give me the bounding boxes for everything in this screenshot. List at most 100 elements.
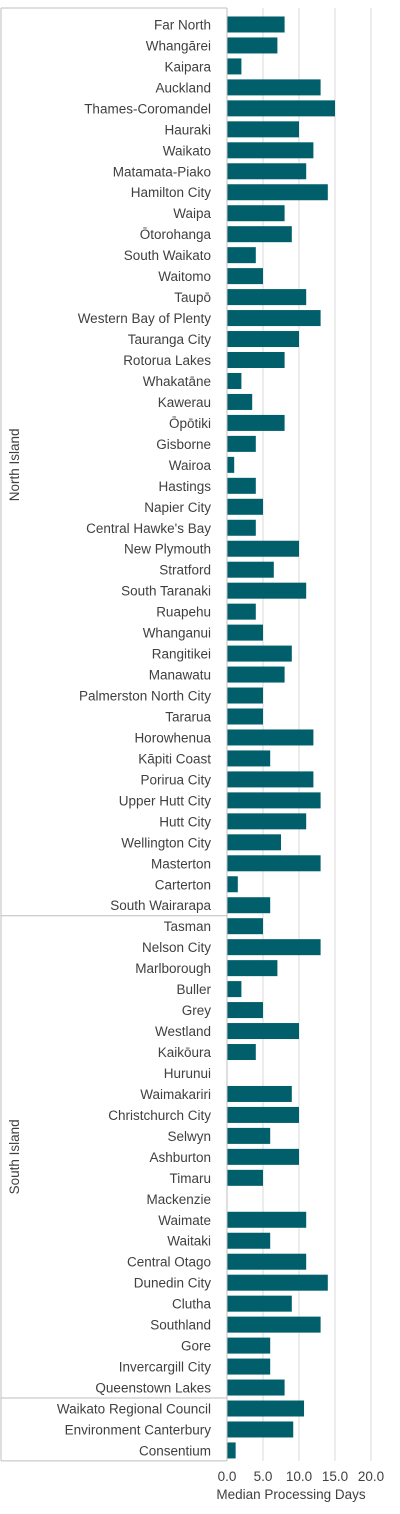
bar — [227, 687, 263, 704]
bar — [227, 1358, 271, 1375]
category-label: Whanganui — [143, 626, 211, 641]
bar — [227, 645, 292, 662]
category-label: Upper Hutt City — [119, 793, 212, 808]
bar — [227, 1127, 271, 1144]
category-label: Kāpiti Coast — [138, 751, 211, 766]
category-label: Mackenzie — [146, 1192, 211, 1207]
bar — [227, 897, 271, 914]
bar — [227, 834, 281, 851]
group-dividers — [0, 7, 227, 1462]
category-label: Waipa — [173, 206, 211, 221]
bar — [227, 918, 263, 935]
bar — [227, 1023, 299, 1040]
category-label: Hastings — [158, 479, 211, 494]
bar — [227, 876, 238, 893]
bar — [227, 58, 242, 75]
category-label: Hamilton City — [131, 185, 212, 200]
bar — [227, 1085, 292, 1102]
bar — [227, 666, 285, 683]
category-label: Environment Canterbury — [65, 1422, 212, 1437]
bar — [227, 247, 256, 264]
category-label: Kawerau — [158, 395, 211, 410]
category-label: Christchurch City — [108, 1108, 211, 1123]
category-label: Dunedin City — [134, 1276, 212, 1291]
category-label: Porirua City — [140, 772, 211, 787]
category-label: Waimakariri — [140, 1087, 211, 1102]
bar — [227, 226, 292, 243]
group-label: North Island — [7, 428, 22, 501]
bar — [227, 1421, 294, 1438]
bar — [227, 184, 328, 201]
bar — [227, 1232, 271, 1249]
category-label: Westland — [155, 1024, 211, 1039]
bar — [227, 939, 321, 956]
bar — [227, 121, 299, 138]
category-label: Ōpōtiki — [169, 416, 211, 431]
category-label: South Wairarapa — [110, 898, 211, 913]
bar — [227, 331, 299, 348]
category-label: Hutt City — [159, 814, 211, 829]
category-label: Horowhenua — [134, 730, 211, 745]
category-label: Carterton — [155, 877, 211, 892]
bar — [227, 561, 274, 578]
category-label: Western Bay of Plenty — [78, 311, 212, 326]
bar — [227, 268, 263, 285]
category-label: Wairoa — [169, 458, 212, 473]
bar — [227, 37, 278, 54]
bar — [227, 582, 307, 599]
category-label: Grey — [182, 1003, 212, 1018]
bar — [227, 1106, 299, 1123]
bar — [227, 1169, 263, 1186]
category-label: Consentium — [139, 1443, 211, 1458]
category-label: Waitomo — [158, 269, 211, 284]
bar — [227, 1211, 307, 1228]
category-label: Waitaki — [167, 1234, 211, 1249]
bar — [227, 1148, 299, 1165]
bar — [227, 435, 256, 452]
category-label: Ruapehu — [156, 605, 211, 620]
bar — [227, 750, 271, 767]
category-label: Taupō — [174, 290, 211, 305]
x-tick-label: 20.0 — [358, 1469, 384, 1484]
bar — [227, 519, 256, 536]
category-label: Whangārei — [146, 38, 211, 53]
bar — [227, 813, 307, 830]
bars — [227, 16, 335, 1459]
category-label: South Taranaki — [121, 584, 211, 599]
category-label: Waikato Regional Council — [57, 1402, 211, 1417]
x-tick-label: 15.0 — [322, 1469, 348, 1484]
bar — [227, 163, 307, 180]
bar — [227, 1274, 328, 1291]
bar — [227, 79, 321, 96]
category-label: New Plymouth — [124, 542, 211, 557]
bar — [227, 16, 285, 33]
category-label: Matamata-Piako — [113, 164, 211, 179]
category-label: Masterton — [151, 856, 211, 871]
category-label: Queenstown Lakes — [95, 1381, 211, 1396]
bar — [227, 540, 299, 557]
category-label: Hauraki — [164, 122, 211, 137]
category-label: Hurunui — [164, 1066, 211, 1081]
bar — [227, 729, 314, 746]
category-label: Palmerston North City — [79, 689, 211, 704]
bar — [227, 498, 263, 515]
bar — [227, 205, 285, 222]
bar — [227, 624, 263, 641]
category-label: Gore — [181, 1339, 211, 1354]
bar — [227, 792, 321, 809]
bar — [227, 1295, 292, 1312]
category-label: Ashburton — [149, 1150, 211, 1165]
category-label: Rotorua Lakes — [123, 353, 211, 368]
bar — [227, 1379, 285, 1396]
category-label: Kaikōura — [158, 1045, 212, 1060]
category-label: Stratford — [159, 563, 211, 578]
bar — [227, 352, 285, 369]
bar — [227, 771, 314, 788]
category-labels: Far North Whangārei Kaipara Auckland Thames-… — [57, 17, 212, 1458]
category-label: Ōtorohanga — [140, 227, 212, 242]
bar — [227, 393, 253, 410]
category-label: Waikato — [163, 143, 211, 158]
bar — [227, 855, 321, 872]
category-label: Far North — [154, 17, 211, 32]
